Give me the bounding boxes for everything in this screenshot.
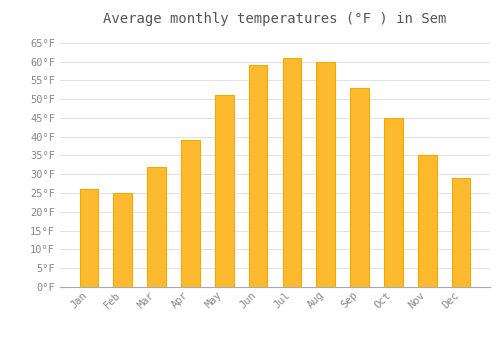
Bar: [418, 155, 436, 287]
Title: Average monthly temperatures (°F ) in Sem: Average monthly temperatures (°F ) in Se…: [104, 12, 446, 26]
Bar: [147, 167, 166, 287]
Bar: [181, 140, 200, 287]
Bar: [80, 189, 98, 287]
Bar: [282, 58, 301, 287]
Bar: [384, 118, 403, 287]
Bar: [249, 65, 268, 287]
Bar: [452, 178, 470, 287]
Bar: [316, 62, 335, 287]
Bar: [114, 193, 132, 287]
Bar: [215, 95, 234, 287]
Bar: [350, 88, 369, 287]
